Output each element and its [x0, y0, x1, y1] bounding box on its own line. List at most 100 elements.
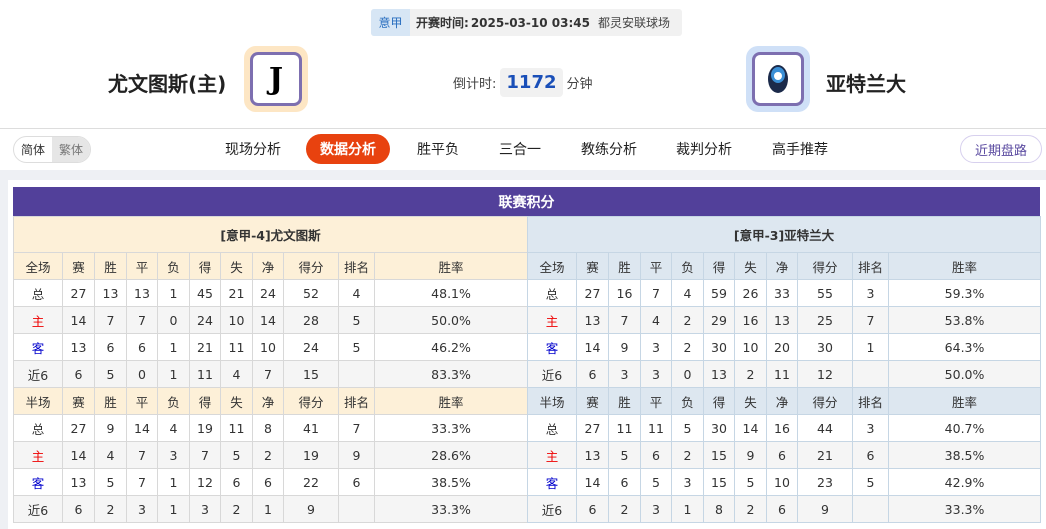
cell: 1 [157, 468, 190, 496]
cell: 6 [62, 360, 95, 388]
cell: 2 [252, 441, 284, 469]
table-row: 近6 6 5 0 1 11 4 7 15 83.3% [13, 360, 529, 388]
cell: 30 [797, 333, 853, 361]
column-header: 平 [126, 252, 158, 280]
row-label: 客 [527, 468, 577, 496]
countdown-value: 1172 [500, 68, 563, 97]
cell: 64.3% [887, 333, 1042, 361]
table-row: 总 27 11 11 5 30 14 16 44 3 40.7% [527, 414, 1042, 442]
cell: 45 [189, 279, 221, 307]
cell: 11 [220, 414, 253, 442]
cell: 53.8% [887, 306, 1042, 334]
kickoff-label: 开赛时间: [416, 16, 469, 30]
column-header: 排名 [852, 252, 889, 280]
column-header: 排名 [338, 387, 375, 415]
countdown-label: 倒计时: [453, 77, 497, 92]
cell: 3 [157, 441, 190, 469]
cell: 33.3% [373, 414, 529, 442]
cell: 13 [703, 360, 735, 388]
recent-odds-button[interactable]: 近期盘路 [960, 135, 1042, 163]
cell: 10 [220, 306, 253, 334]
tab-live-analysis[interactable]: 现场分析 [225, 142, 281, 158]
column-header: 半场 [13, 387, 63, 415]
cell: 4 [94, 441, 127, 469]
cell: 13 [62, 333, 95, 361]
cell: 6 [766, 441, 798, 469]
cell: 33.3% [887, 495, 1042, 523]
cell: 14 [252, 306, 284, 334]
home-team-name[interactable]: 尤文图斯(主) [108, 72, 227, 96]
column-header: 负 [671, 387, 704, 415]
section-title: 联赛积分 [13, 187, 1040, 216]
column-header: 失 [734, 252, 767, 280]
tab-coach-analysis[interactable]: 教练分析 [581, 142, 637, 158]
cell: 7 [852, 306, 889, 334]
cell: 4 [157, 414, 190, 442]
cell: 28 [283, 306, 339, 334]
row-label: 总 [527, 414, 577, 442]
column-header: 得分 [283, 252, 339, 280]
cell: 9 [338, 441, 375, 469]
column-header: 负 [157, 387, 190, 415]
cell: 5 [94, 468, 127, 496]
cell: 27 [62, 279, 95, 307]
away-standings-table: [意甲-3]亚特兰大 全场赛胜平负得失净得分 排名 胜率总 27 16 7 4 59 26 33 55… [526, 216, 1042, 523]
tab-data-analysis[interactable]: 数据分析 [306, 134, 390, 164]
lang-traditional[interactable]: 繁体 [52, 137, 91, 162]
column-header: 胜率 [887, 387, 1042, 415]
row-label: 近6 [527, 495, 577, 523]
cell: 24 [252, 279, 284, 307]
cell: 9 [94, 414, 127, 442]
cell: 6 [608, 468, 641, 496]
row-label: 客 [527, 333, 577, 361]
cell: 48.1% [373, 279, 529, 307]
cell: 2 [671, 441, 704, 469]
atalanta-logo[interactable] [746, 46, 810, 112]
table-row: 主 14 4 7 3 7 5 2 19 9 28.6% [13, 441, 529, 469]
cell: 5 [94, 360, 127, 388]
league-badge[interactable]: 意甲 [371, 9, 410, 36]
cell: 1 [157, 360, 190, 388]
column-header: 得分 [797, 387, 853, 415]
column-header: 净 [766, 387, 798, 415]
tab-win-draw-lose[interactable]: 胜平负 [417, 142, 459, 158]
row-label: 主 [13, 441, 63, 469]
row-label: 近6 [13, 360, 63, 388]
column-header: 平 [126, 387, 158, 415]
cell: 6 [766, 495, 798, 523]
tab-three-in-one[interactable]: 三合一 [499, 142, 541, 158]
full-header-row: 全场赛胜平负得失净得分 排名 胜率 [13, 252, 529, 280]
cell: 7 [126, 306, 158, 334]
countdown-unit: 分钟 [566, 77, 593, 92]
cell: 19 [283, 441, 339, 469]
cell: 13 [126, 279, 158, 307]
column-header: 赛 [576, 387, 609, 415]
cell: 11 [220, 333, 253, 361]
row-label: 近6 [527, 360, 577, 388]
table-row: 客 14 9 3 2 30 10 20 30 1 64.3% [527, 333, 1042, 361]
cell: 30 [703, 333, 735, 361]
table-row: 客 13 6 6 1 21 11 10 24 5 46.2% [13, 333, 529, 361]
table-row: 近6 6 2 3 1 3 2 1 9 33.3% [13, 495, 529, 523]
cell: 11 [189, 360, 221, 388]
tab-expert-picks[interactable]: 高手推荐 [772, 142, 828, 158]
cell: 6 [252, 468, 284, 496]
table-row: 主 13 5 6 2 15 9 6 21 6 38.5% [527, 441, 1042, 469]
juventus-logo[interactable]: J [244, 46, 308, 112]
cell: 59.3% [887, 279, 1042, 307]
cell: 24 [283, 333, 339, 361]
cell: 42.9% [887, 468, 1042, 496]
lang-simplified[interactable]: 简体 [21, 143, 46, 157]
column-header: 净 [766, 252, 798, 280]
cell: 21 [220, 279, 253, 307]
cell [338, 360, 375, 388]
cell: 2 [220, 495, 253, 523]
row-label: 主 [527, 306, 577, 334]
cell: 1 [852, 333, 889, 361]
cell: 7 [126, 441, 158, 469]
away-team-name[interactable]: 亚特兰大 [826, 72, 906, 96]
tab-referee-analysis[interactable]: 裁判分析 [676, 142, 732, 158]
column-header: 胜 [608, 387, 641, 415]
column-header: 胜率 [373, 387, 529, 415]
cell: 26 [734, 279, 767, 307]
